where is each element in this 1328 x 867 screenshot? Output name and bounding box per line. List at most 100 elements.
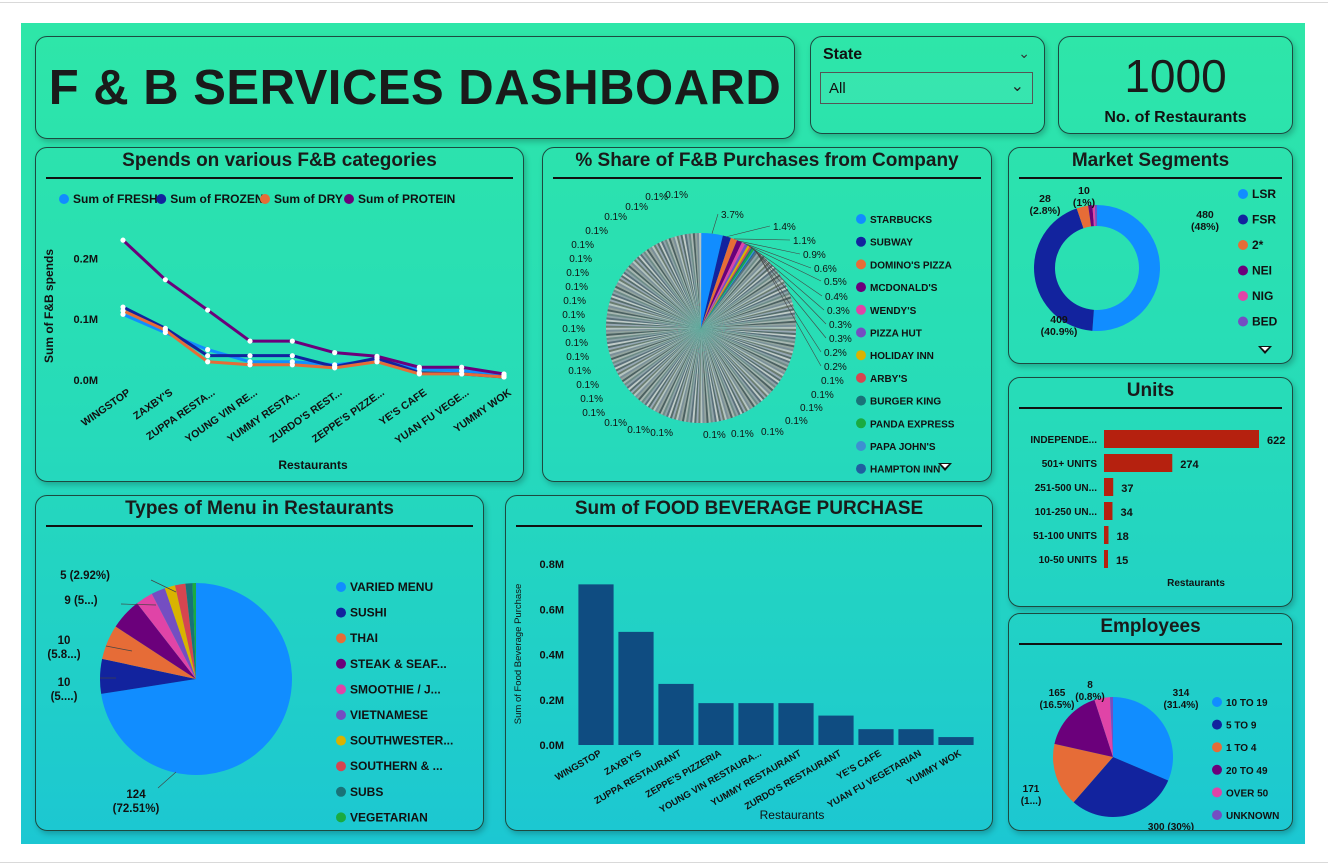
legend-item: UNKNOWN: [1226, 811, 1279, 822]
pie-slice: [701, 328, 725, 421]
pie-slice: [701, 318, 796, 328]
legend-item-marker: [336, 812, 346, 823]
legend-item: ARBY'S: [870, 374, 908, 385]
unit-bar: [1104, 430, 1259, 448]
slice-label: 0.1%: [785, 416, 808, 427]
pie-slice: [701, 328, 719, 422]
pie-slice: [653, 244, 701, 328]
pie-slice: [668, 237, 701, 328]
pie-slice: [701, 292, 790, 328]
pie-slice: [619, 328, 701, 379]
slice-label: 0.4%: [825, 292, 848, 303]
slice-label: 124: [126, 789, 146, 801]
units-chart-card: Units INDEPENDE... 622 501+ UNITS 274 251-50…: [1008, 377, 1293, 607]
legend-item: BURGER KING: [870, 397, 941, 408]
pie-slice: [701, 270, 779, 328]
chevron-down-icon[interactable]: ⌄: [1010, 78, 1024, 95]
legend-item: WENDY'S: [870, 306, 917, 317]
pie-slice: [612, 328, 701, 365]
pie-slice: [701, 328, 745, 414]
pie-slice: [701, 245, 750, 328]
x-axis-title: Restaurants: [760, 808, 825, 822]
bar-value-label: 274: [1180, 459, 1199, 471]
pie-slice: [701, 266, 775, 328]
legend-item: BED: [1252, 315, 1278, 329]
pie-slice: [611, 328, 701, 363]
pie-slice: [701, 328, 715, 423]
pie-slice: [655, 243, 701, 328]
leader-line: [748, 245, 823, 297]
slice-label: 0.2%: [824, 362, 847, 373]
purchase-bar: [578, 584, 614, 745]
pie-slice: [658, 328, 701, 414]
slice-label: 0.2%: [824, 348, 847, 359]
pie-slice: [646, 248, 701, 328]
purchase-bar: [858, 729, 894, 745]
pie-slice: [701, 294, 791, 328]
data-point: [162, 327, 168, 333]
segments-chart-title: Market Segments: [1071, 150, 1230, 171]
pie-slice: [164, 585, 196, 679]
slice-label: 10: [58, 635, 71, 647]
legend-item: PAPA JOHN'S: [870, 442, 936, 453]
pie-slice: [656, 328, 701, 413]
data-point: [120, 304, 126, 310]
x-tick-label: YUAN FU VEGE...: [393, 387, 472, 447]
y-tick-label: 0.0M: [74, 375, 98, 387]
pie-slice: [701, 247, 753, 328]
pie-slice: [647, 328, 701, 408]
pie-slice: [614, 328, 701, 370]
pie-slice: [662, 328, 701, 416]
pie-slice: [701, 261, 771, 328]
legend-item-marker: [1238, 240, 1248, 250]
pie-slice: [701, 288, 789, 328]
pie-slice: [1094, 697, 1113, 757]
pie-slice: [626, 328, 701, 389]
pie-slice: [644, 328, 701, 406]
slice-label: 0.1%: [665, 190, 688, 201]
legend-item-marker: [336, 761, 346, 772]
pie-slice: [650, 246, 701, 328]
pie-slice: [643, 251, 701, 328]
pie-slice: [701, 274, 781, 328]
pie-slice: [185, 583, 196, 679]
state-dropdown[interactable]: All ⌄: [820, 72, 1033, 104]
leader-line: [751, 247, 827, 325]
slice-label: (0.8%): [1075, 692, 1104, 703]
pie-slice: [701, 328, 729, 420]
state-slicer-label: State: [823, 46, 863, 63]
pie-slice: [701, 237, 738, 328]
pie-slice: [629, 263, 701, 328]
pie-slice: [701, 328, 739, 417]
pie-slice: [674, 236, 701, 328]
slice-label: 0.1%: [604, 418, 627, 429]
legend-item: SUBWAY: [870, 238, 913, 249]
legend-item-marker: [1212, 742, 1222, 753]
pie-slice: [701, 328, 717, 423]
bar-value-label: 34: [1120, 507, 1133, 519]
pie-slice: [701, 328, 748, 412]
pie-slice: [701, 328, 721, 422]
pie-slice: [701, 328, 775, 390]
pie-slice: [606, 328, 701, 332]
slice-label: 0.1%: [565, 338, 588, 349]
bar-value-label: 18: [1116, 531, 1128, 543]
data-point: [416, 371, 422, 377]
leader-line: [734, 238, 791, 241]
purchase-chart: 0.0M 0.2M 0.4M 0.6M 0.8M Sum of Food Beverage…: [513, 559, 974, 822]
legend-item: HOLIDAY INN: [870, 351, 934, 362]
slice-label: 314: [1173, 688, 1190, 699]
unit-bar: [1104, 502, 1113, 520]
legend-scroll-down-icon[interactable]: [938, 463, 952, 471]
legend-item-marker: [336, 786, 346, 797]
pie-slice: [701, 242, 746, 328]
pie-slice: [701, 328, 781, 382]
pie-slice: [100, 658, 196, 694]
legend-item: DOMINO'S PIZZA: [870, 260, 952, 271]
data-point: [120, 311, 126, 317]
collapse-chevron-icon[interactable]: ⌄: [1018, 45, 1030, 61]
pie-slice: [692, 233, 701, 328]
title-rule: [516, 525, 982, 527]
legend-scroll-down-icon[interactable]: [1258, 346, 1272, 354]
slice-label: 0.1%: [563, 296, 586, 307]
